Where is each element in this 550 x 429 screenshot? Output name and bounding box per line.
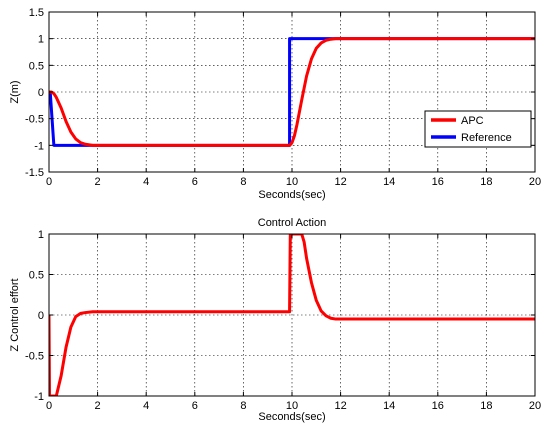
x-tick-label: 18 [480,400,492,412]
series-layer [49,234,535,396]
plot-title: Control Action [258,217,326,229]
x-tick-label: 16 [432,176,444,188]
y-axis-label: Z(m) [9,80,21,103]
x-axis-label: Seconds(sec) [258,189,325,201]
x-tick-label: 0 [46,400,52,412]
x-tick-label: 2 [95,400,101,412]
x-tick-label: 8 [240,400,246,412]
y-tick-label: 0.5 [29,270,44,282]
x-tick-label: 8 [240,176,246,188]
x-tick-label: 0 [46,176,52,188]
grid [49,234,535,396]
y-tick-label: 1.5 [29,7,44,19]
y-axis-label: Z Control effort [9,278,21,351]
x-tick-label: 20 [529,176,541,188]
y-tick-label: 1 [38,34,44,46]
legend: APC Reference [424,110,532,148]
series-line-apc [49,37,535,147]
x-tick-label: 12 [334,176,346,188]
y-tick-label: -1 [34,140,44,152]
ticks: 0 2 4 6 8 10 12 14 16 18 20 -1 -0.5 0 0.5 1 [25,229,541,412]
series-line-control-effort [49,234,535,396]
grid [49,12,535,172]
x-tick-label: 10 [286,400,298,412]
ticks: 0 2 4 6 8 10 12 14 16 18 20 -1.5 -1 -0.5 0 0.5 1 1.5 [25,7,541,188]
y-tick-label: 0 [38,87,44,99]
x-tick-label: 14 [383,400,395,412]
y-tick-label: -0.5 [25,351,44,363]
x-tick-label: 6 [192,400,198,412]
x-tick-label: 18 [480,176,492,188]
x-tick-label: 4 [143,400,149,412]
control-action-plot: Control Action 0 2 4 6 8 10 12 14 16 18 20-1-0.500… [9,217,541,423]
x-tick-label: 2 [95,176,101,188]
x-tick-label: 12 [334,400,346,412]
y-tick-label: 1 [38,229,44,241]
legend-label-reference: Reference [461,132,512,144]
x-tick-label: 10 [286,176,298,188]
legend-label-apc: APC [461,115,484,127]
y-tick-label: -1 [34,391,44,403]
y-tick-label: -0.5 [25,114,44,126]
x-tick-label: 14 [383,176,395,188]
x-tick-label: 4 [143,176,149,188]
x-axis-label: Seconds(sec) [258,411,325,423]
x-tick-label: 20 [529,400,541,412]
z-position-plot: 0 2 4 6 8 10 12 14 16 18 20 -1.5 -1 -0.5 0 0.5 1 1.5 Seco… [9,7,541,201]
y-tick-label: -1.5 [25,167,44,179]
x-tick-label: 16 [432,400,444,412]
y-tick-label: 0.5 [29,60,44,72]
legend-box [424,110,532,148]
x-tick-label: 6 [192,176,198,188]
y-tick-label: 0 [38,310,44,322]
